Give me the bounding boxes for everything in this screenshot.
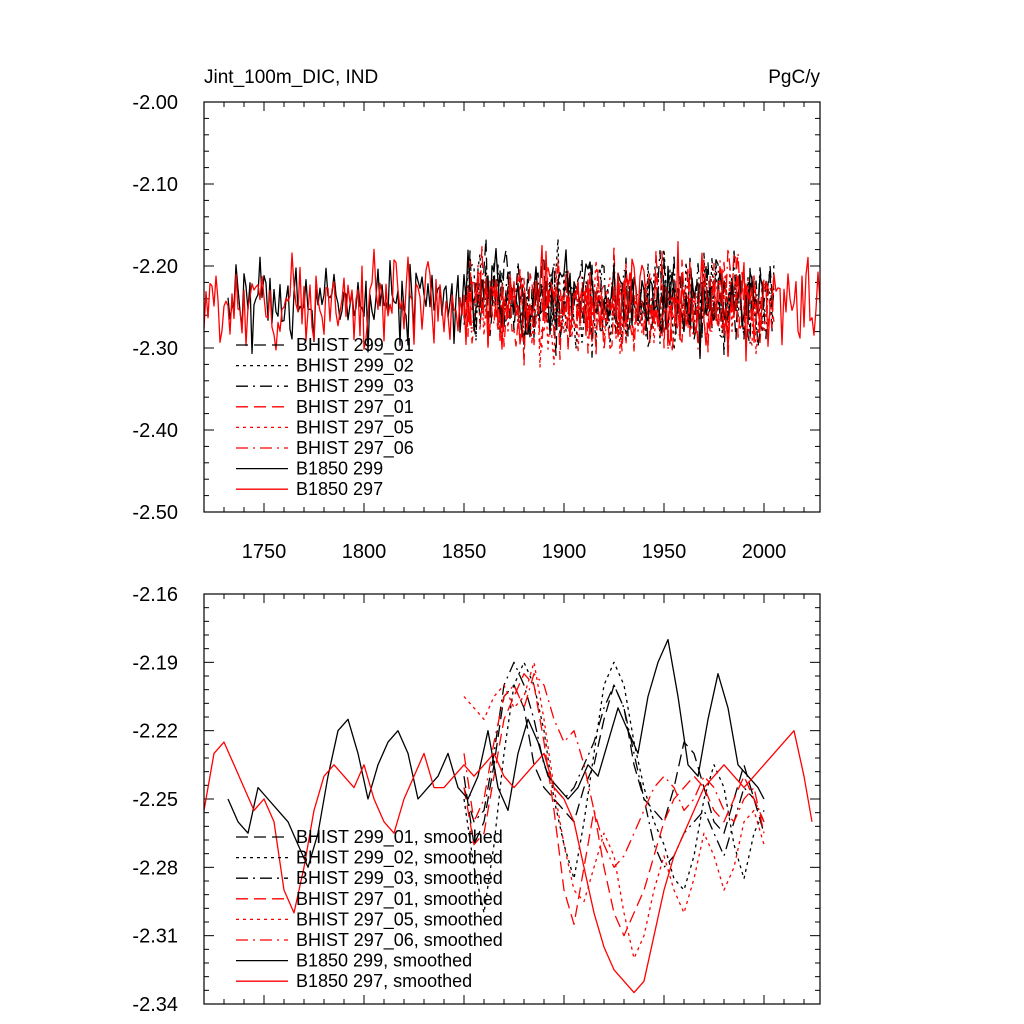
legend-label: B1850 299, smoothed	[296, 951, 472, 971]
legend-label: BHIST 299_03, smoothed	[296, 868, 503, 889]
series-line	[463, 259, 775, 368]
legend-label: BHIST 299_01	[296, 335, 414, 356]
series-line	[203, 730, 813, 994]
x-tick-label: 1950	[642, 541, 687, 563]
plot-frame	[203, 101, 821, 513]
y-tick-label: -2.40	[132, 420, 178, 442]
legend-label: B1850 299	[296, 459, 383, 479]
plot-frame	[203, 593, 821, 1005]
legend-label: B1850 297, smoothed	[296, 971, 472, 991]
legend-label: BHIST 297_06, smoothed	[296, 930, 503, 951]
legend-label: BHIST 299_01, smoothed	[296, 827, 503, 848]
series-line	[463, 673, 765, 868]
y-tick-label: -2.31	[132, 926, 178, 948]
y-tick-label: -2.50	[132, 502, 178, 524]
chart-title: Jint_100m_DIC, IND	[204, 67, 378, 88]
legend-label: BHIST 299_02, smoothed	[296, 848, 503, 869]
legend-label: BHIST 297_06	[296, 438, 414, 459]
x-tick-label: 1750	[242, 541, 287, 563]
legend-label: BHIST 299_03	[296, 376, 414, 397]
y-tick-label: -2.16	[132, 584, 178, 606]
series-line	[463, 673, 765, 937]
series-line	[203, 241, 821, 362]
raw-timeseries-panel: Jint_100m_DIC, IND PgC/y 1750 1800 1850 190…	[132, 67, 821, 563]
legend-label: BHIST 297_01	[296, 397, 414, 418]
legend-label: BHIST 297_05	[296, 417, 414, 438]
x-tick-label: 1900	[542, 541, 587, 563]
units-label: PgC/y	[768, 67, 820, 88]
legend-label: B1850 297	[296, 479, 383, 499]
series-line	[227, 638, 765, 868]
legend-label: BHIST 299_02	[296, 356, 414, 377]
y-tick-label: -2.22	[132, 721, 178, 743]
x-tick-label: 2000	[742, 541, 787, 563]
y-tick-label: -2.20	[132, 256, 178, 278]
legend-label: BHIST 297_05, smoothed	[296, 909, 503, 930]
x-tick-label: 1800	[342, 541, 387, 563]
x-tick-label: 1850	[442, 541, 487, 563]
series-line	[463, 661, 765, 868]
y-tick-label: -2.28	[132, 857, 178, 879]
y-tick-label: -2.34	[132, 994, 178, 1016]
y-tick-label: -2.19	[132, 652, 178, 674]
y-tick-label: -2.30	[132, 338, 178, 360]
smoothed-timeseries-panel: -2.34 -2.31 -2.28 -2.25 -2.22 -2.19 -2.16 BHIS…	[132, 584, 821, 1016]
series-line	[463, 238, 775, 351]
legend-label: BHIST 297_01, smoothed	[296, 889, 503, 910]
y-tick-label: -2.00	[132, 92, 178, 114]
y-tick-label: -2.25	[132, 789, 178, 811]
series-line	[463, 661, 765, 914]
y-tick-label: -2.10	[132, 174, 178, 196]
